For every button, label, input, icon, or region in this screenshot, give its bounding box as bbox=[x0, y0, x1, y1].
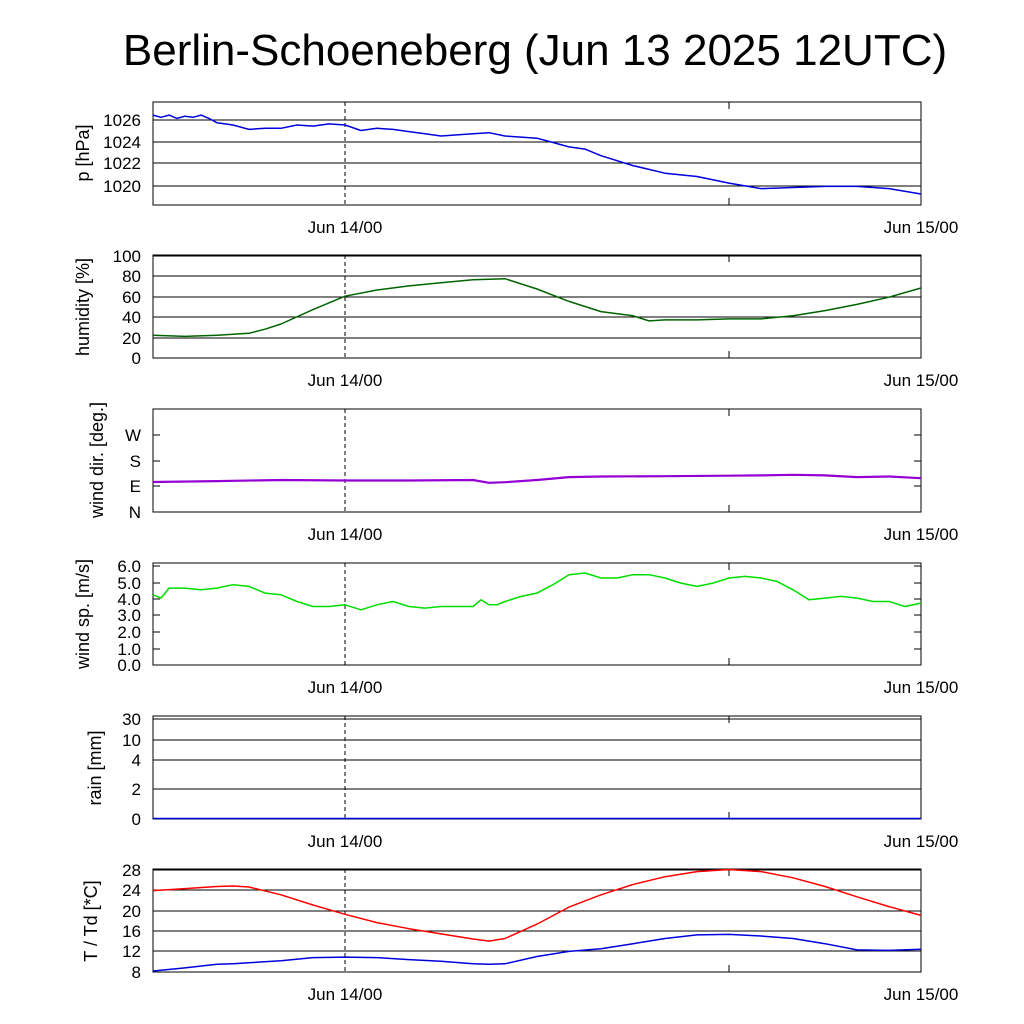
ytick-label-t-td-c-1: 24 bbox=[122, 881, 141, 900]
xtick-label-p-hpa-1: Jun 15/00 bbox=[884, 218, 959, 237]
ytick-label-humidity-4: 20 bbox=[122, 329, 141, 348]
ytick-label-humidity-0: 100 bbox=[113, 247, 141, 266]
ytick-label-humidity-3: 40 bbox=[122, 308, 141, 327]
panel-frame-wind-sp-m-s bbox=[152, 562, 922, 666]
ytick-label-wind-sp-m-s-5: 1.0 bbox=[117, 640, 141, 659]
series-line-t-td-c-td bbox=[152, 933, 922, 972]
ytick-label-rain-mm-2: 4 bbox=[132, 751, 141, 770]
ytick-label-rain-mm-3: 2 bbox=[132, 780, 141, 799]
ylabel-wind-dir-deg: wind dir. [deg.] bbox=[87, 402, 107, 519]
xtick-label-t-td-c-1: Jun 15/00 bbox=[884, 985, 959, 1004]
ytick-label-wind-dir-deg-1: S bbox=[130, 452, 141, 471]
ytick-label-t-td-c-4: 12 bbox=[122, 942, 141, 961]
ytick-label-wind-sp-m-s-3: 3.0 bbox=[117, 606, 141, 625]
xtick-label-wind-dir-deg-1: Jun 15/00 bbox=[884, 525, 959, 544]
xtick-label-rain-mm-1: Jun 15/00 bbox=[884, 832, 959, 851]
series-line-humidity-0 bbox=[152, 277, 922, 338]
panel-frame-humidity bbox=[152, 254, 922, 359]
ytick-label-p-hpa-3: 1020 bbox=[103, 177, 141, 196]
ytick-label-rain-mm-4: 0 bbox=[132, 810, 141, 829]
ytick-label-wind-sp-m-s-0: 6.0 bbox=[117, 557, 141, 576]
ytick-label-humidity-2: 60 bbox=[122, 288, 141, 307]
ytick-label-t-td-c-2: 20 bbox=[122, 902, 141, 921]
ytick-label-humidity-5: 0 bbox=[132, 349, 141, 368]
ytick-label-wind-dir-deg-0: W bbox=[125, 426, 141, 445]
ylabel-rain-mm: rain [mm] bbox=[85, 730, 105, 805]
xtick-label-wind-dir-deg-0: Jun 14/00 bbox=[308, 525, 383, 544]
ytick-label-p-hpa-1: 1024 bbox=[103, 133, 141, 152]
ytick-label-t-td-c-5: 8 bbox=[132, 963, 141, 982]
ytick-label-t-td-c-0: 28 bbox=[122, 861, 141, 880]
panel-frame-wind-dir-deg bbox=[152, 408, 922, 513]
xtick-label-wind-sp-m-s-1: Jun 15/00 bbox=[884, 678, 959, 697]
ytick-label-p-hpa-0: 1026 bbox=[103, 111, 141, 130]
panel-frame-t-td-c bbox=[152, 868, 922, 973]
xtick-label-t-td-c-0: Jun 14/00 bbox=[308, 985, 383, 1004]
ytick-label-wind-dir-deg-2: E bbox=[130, 477, 141, 496]
xtick-label-wind-sp-m-s-0: Jun 14/00 bbox=[308, 678, 383, 697]
ytick-label-wind-sp-m-s-2: 4.0 bbox=[117, 590, 141, 609]
panel-frame-rain-mm bbox=[152, 715, 922, 820]
ytick-label-wind-sp-m-s-1: 5.0 bbox=[117, 574, 141, 593]
xtick-label-humidity-1: Jun 15/00 bbox=[884, 371, 959, 390]
ylabel-wind-sp-m-s: wind sp. [m/s] bbox=[73, 559, 93, 670]
series-line-wind-sp-m-s-0 bbox=[152, 572, 922, 611]
chart-title: Berlin-Schoeneberg (Jun 13 2025 12UTC) bbox=[122, 26, 948, 75]
ytick-label-rain-mm-1: 10 bbox=[122, 731, 141, 750]
ytick-label-wind-sp-m-s-4: 2.0 bbox=[117, 623, 141, 642]
series-line-t-td-c-t bbox=[152, 868, 922, 942]
ytick-label-p-hpa-2: 1022 bbox=[103, 154, 141, 173]
ytick-label-wind-sp-m-s-6: 0.0 bbox=[117, 656, 141, 675]
xtick-label-rain-mm-0: Jun 14/00 bbox=[308, 832, 383, 851]
ytick-label-t-td-c-3: 16 bbox=[122, 922, 141, 941]
ylabel-p-hpa: p [hPa] bbox=[73, 124, 93, 181]
ytick-label-rain-mm-0: 30 bbox=[122, 710, 141, 729]
xtick-label-humidity-0: Jun 14/00 bbox=[308, 371, 383, 390]
series-line-wind-dir-deg-0 bbox=[152, 473, 922, 484]
ytick-label-humidity-1: 80 bbox=[122, 267, 141, 286]
ytick-label-wind-dir-deg-3: N bbox=[129, 503, 141, 522]
ylabel-t-td-c: T / Td [*C] bbox=[81, 880, 101, 961]
series-line-p-hpa-0 bbox=[152, 114, 922, 195]
xtick-label-p-hpa-0: Jun 14/00 bbox=[308, 218, 383, 237]
ylabel-humidity: humidity [%] bbox=[73, 258, 93, 356]
panel-frame-p-hpa bbox=[152, 101, 922, 206]
